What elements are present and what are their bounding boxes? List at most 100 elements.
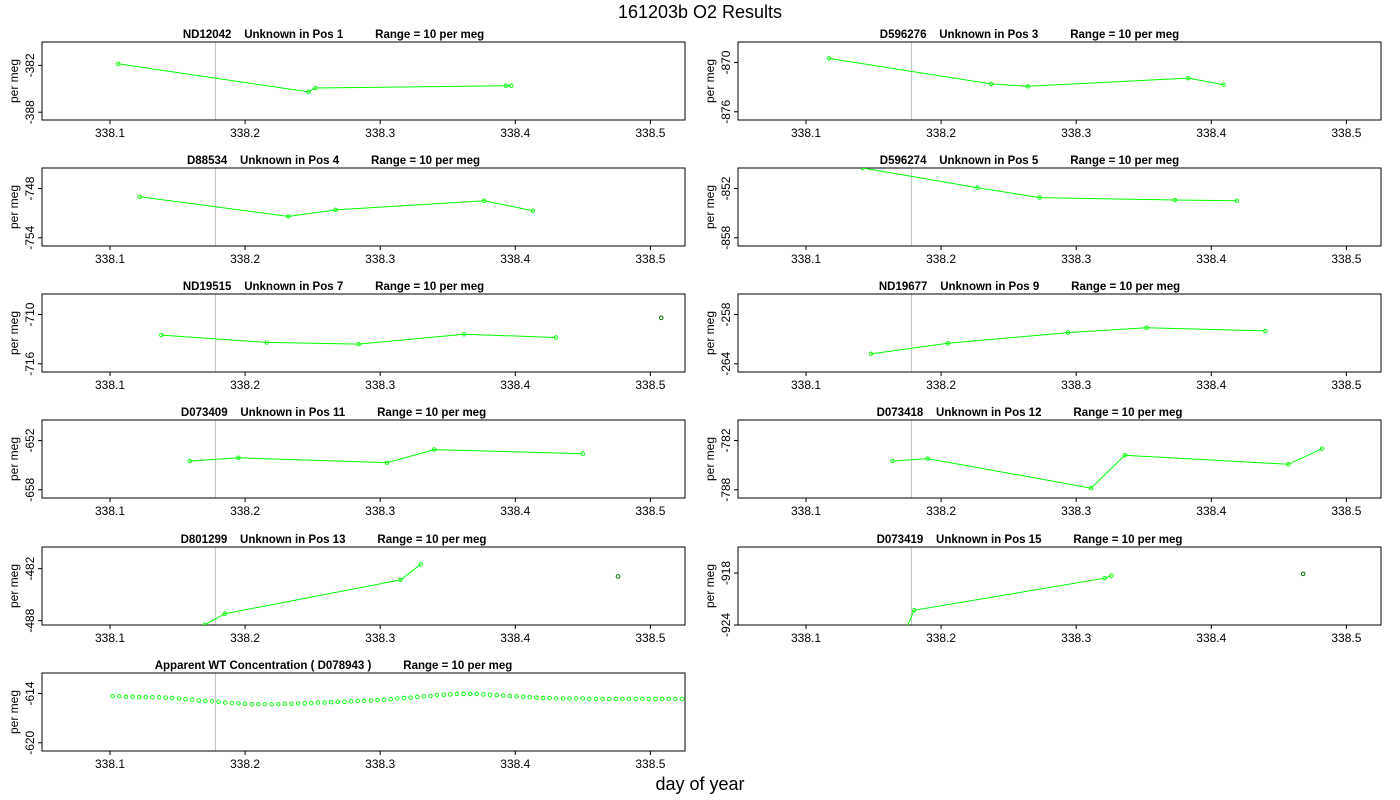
series-line (189, 449, 583, 464)
data-point (693, 697, 697, 701)
data-point (1319, 446, 1325, 451)
panel-frame (737, 167, 1382, 247)
data-point (306, 89, 311, 95)
data-point (481, 692, 486, 697)
data-point (335, 699, 341, 704)
y-tick-label: -858 (719, 225, 733, 249)
data-point (467, 691, 473, 697)
data-point (384, 460, 390, 465)
x-tick-label: 338.3 (1061, 631, 1091, 645)
data-point (115, 61, 121, 67)
x-tick-label: 338.1 (791, 126, 821, 140)
x-tick-label: 338.1 (95, 504, 125, 518)
data-point (494, 692, 499, 698)
y-tick-label: -488 (23, 608, 37, 632)
data-point (553, 696, 559, 701)
data-point (159, 332, 164, 338)
data-point (1088, 485, 1094, 491)
data-point (646, 696, 652, 702)
data-point (580, 451, 586, 456)
data-point (264, 340, 269, 345)
data-point (560, 696, 566, 701)
data-point (322, 700, 327, 705)
data-point (567, 696, 572, 701)
series-line (907, 575, 1112, 625)
series-line (862, 168, 1238, 202)
data-point (1263, 328, 1268, 334)
y-tick-label: -614 (23, 681, 37, 705)
x-tick-label: 338.2 (230, 378, 260, 392)
data-point (1025, 84, 1030, 89)
panel-title: D596274 Unknown in Pos 5 Range = 10 per … (880, 155, 1179, 167)
data-point (534, 695, 539, 700)
data-point (302, 701, 307, 706)
y-tick-label: -258 (719, 302, 733, 326)
data-point (315, 700, 321, 705)
data-point (187, 458, 192, 464)
panel-data (860, 168, 1240, 204)
x-tick-label: 338.5 (1331, 378, 1361, 392)
y-tick-label: -716 (23, 351, 37, 375)
data-point (362, 698, 367, 704)
x-tick-label: 338.2 (230, 631, 260, 645)
data-point (547, 695, 552, 701)
data-point (501, 693, 506, 698)
data-point (679, 696, 685, 702)
x-tick-label: 338.2 (230, 757, 260, 771)
data-point (418, 562, 423, 567)
panel-data (110, 691, 697, 707)
data-point (945, 341, 951, 346)
series-line (828, 57, 1224, 87)
data-point (348, 699, 354, 704)
y-axis-label: per meg (7, 185, 21, 229)
panel-10: D073419 Unknown in Pos 15 Range = 10 per… (703, 534, 1382, 645)
data-point (395, 696, 400, 701)
data-point (368, 698, 374, 703)
panel-title: ND19515 Unknown in Pos 7 Range = 10 per … (183, 281, 484, 293)
data-point (269, 701, 274, 707)
panel-title: D596276 Unknown in Pos 3 Range = 10 per … (880, 29, 1179, 41)
data-point (137, 194, 142, 199)
series-line (139, 196, 533, 217)
x-tick-label: 338.4 (500, 252, 530, 266)
panel-data (187, 447, 586, 465)
x-tick-label: 338.4 (1196, 631, 1226, 645)
data-point (904, 628, 908, 632)
data-point (150, 694, 155, 700)
data-point (474, 691, 480, 697)
data-point (333, 207, 338, 213)
y-axis-label: per meg (7, 59, 21, 103)
panel-frame (41, 167, 686, 247)
data-point (156, 694, 162, 700)
x-tick-label: 338.2 (926, 504, 956, 518)
data-point (441, 692, 446, 698)
x-tick-label: 338.3 (365, 252, 395, 266)
data-point (203, 698, 208, 704)
y-axis-label: per meg (703, 59, 717, 103)
data-point (520, 694, 526, 700)
panel-data (115, 61, 514, 95)
data-point (925, 456, 930, 461)
data-point (481, 198, 487, 204)
panel-frame (41, 546, 686, 626)
data-point (421, 694, 427, 699)
panel-title: D801299 Unknown in Pos 13 Range = 10 per… (181, 534, 487, 546)
data-point (431, 447, 437, 452)
data-point (606, 696, 612, 702)
data-point (1122, 453, 1128, 458)
y-tick-label: -658 (23, 477, 37, 501)
data-point (1221, 82, 1226, 87)
data-point (573, 696, 579, 701)
x-tick-label: 338.2 (230, 252, 260, 266)
data-point (170, 695, 175, 701)
data-point (342, 699, 347, 704)
data-point (1037, 195, 1042, 200)
x-tick-label: 338.4 (1196, 504, 1226, 518)
data-point (553, 335, 559, 340)
y-axis-label: per meg (7, 564, 21, 608)
data-point (461, 331, 467, 337)
x-tick-label: 338.3 (365, 504, 395, 518)
x-tick-label: 338.3 (365, 378, 395, 392)
panel-5: ND19515 Unknown in Pos 7 Range = 10 per … (7, 281, 686, 392)
